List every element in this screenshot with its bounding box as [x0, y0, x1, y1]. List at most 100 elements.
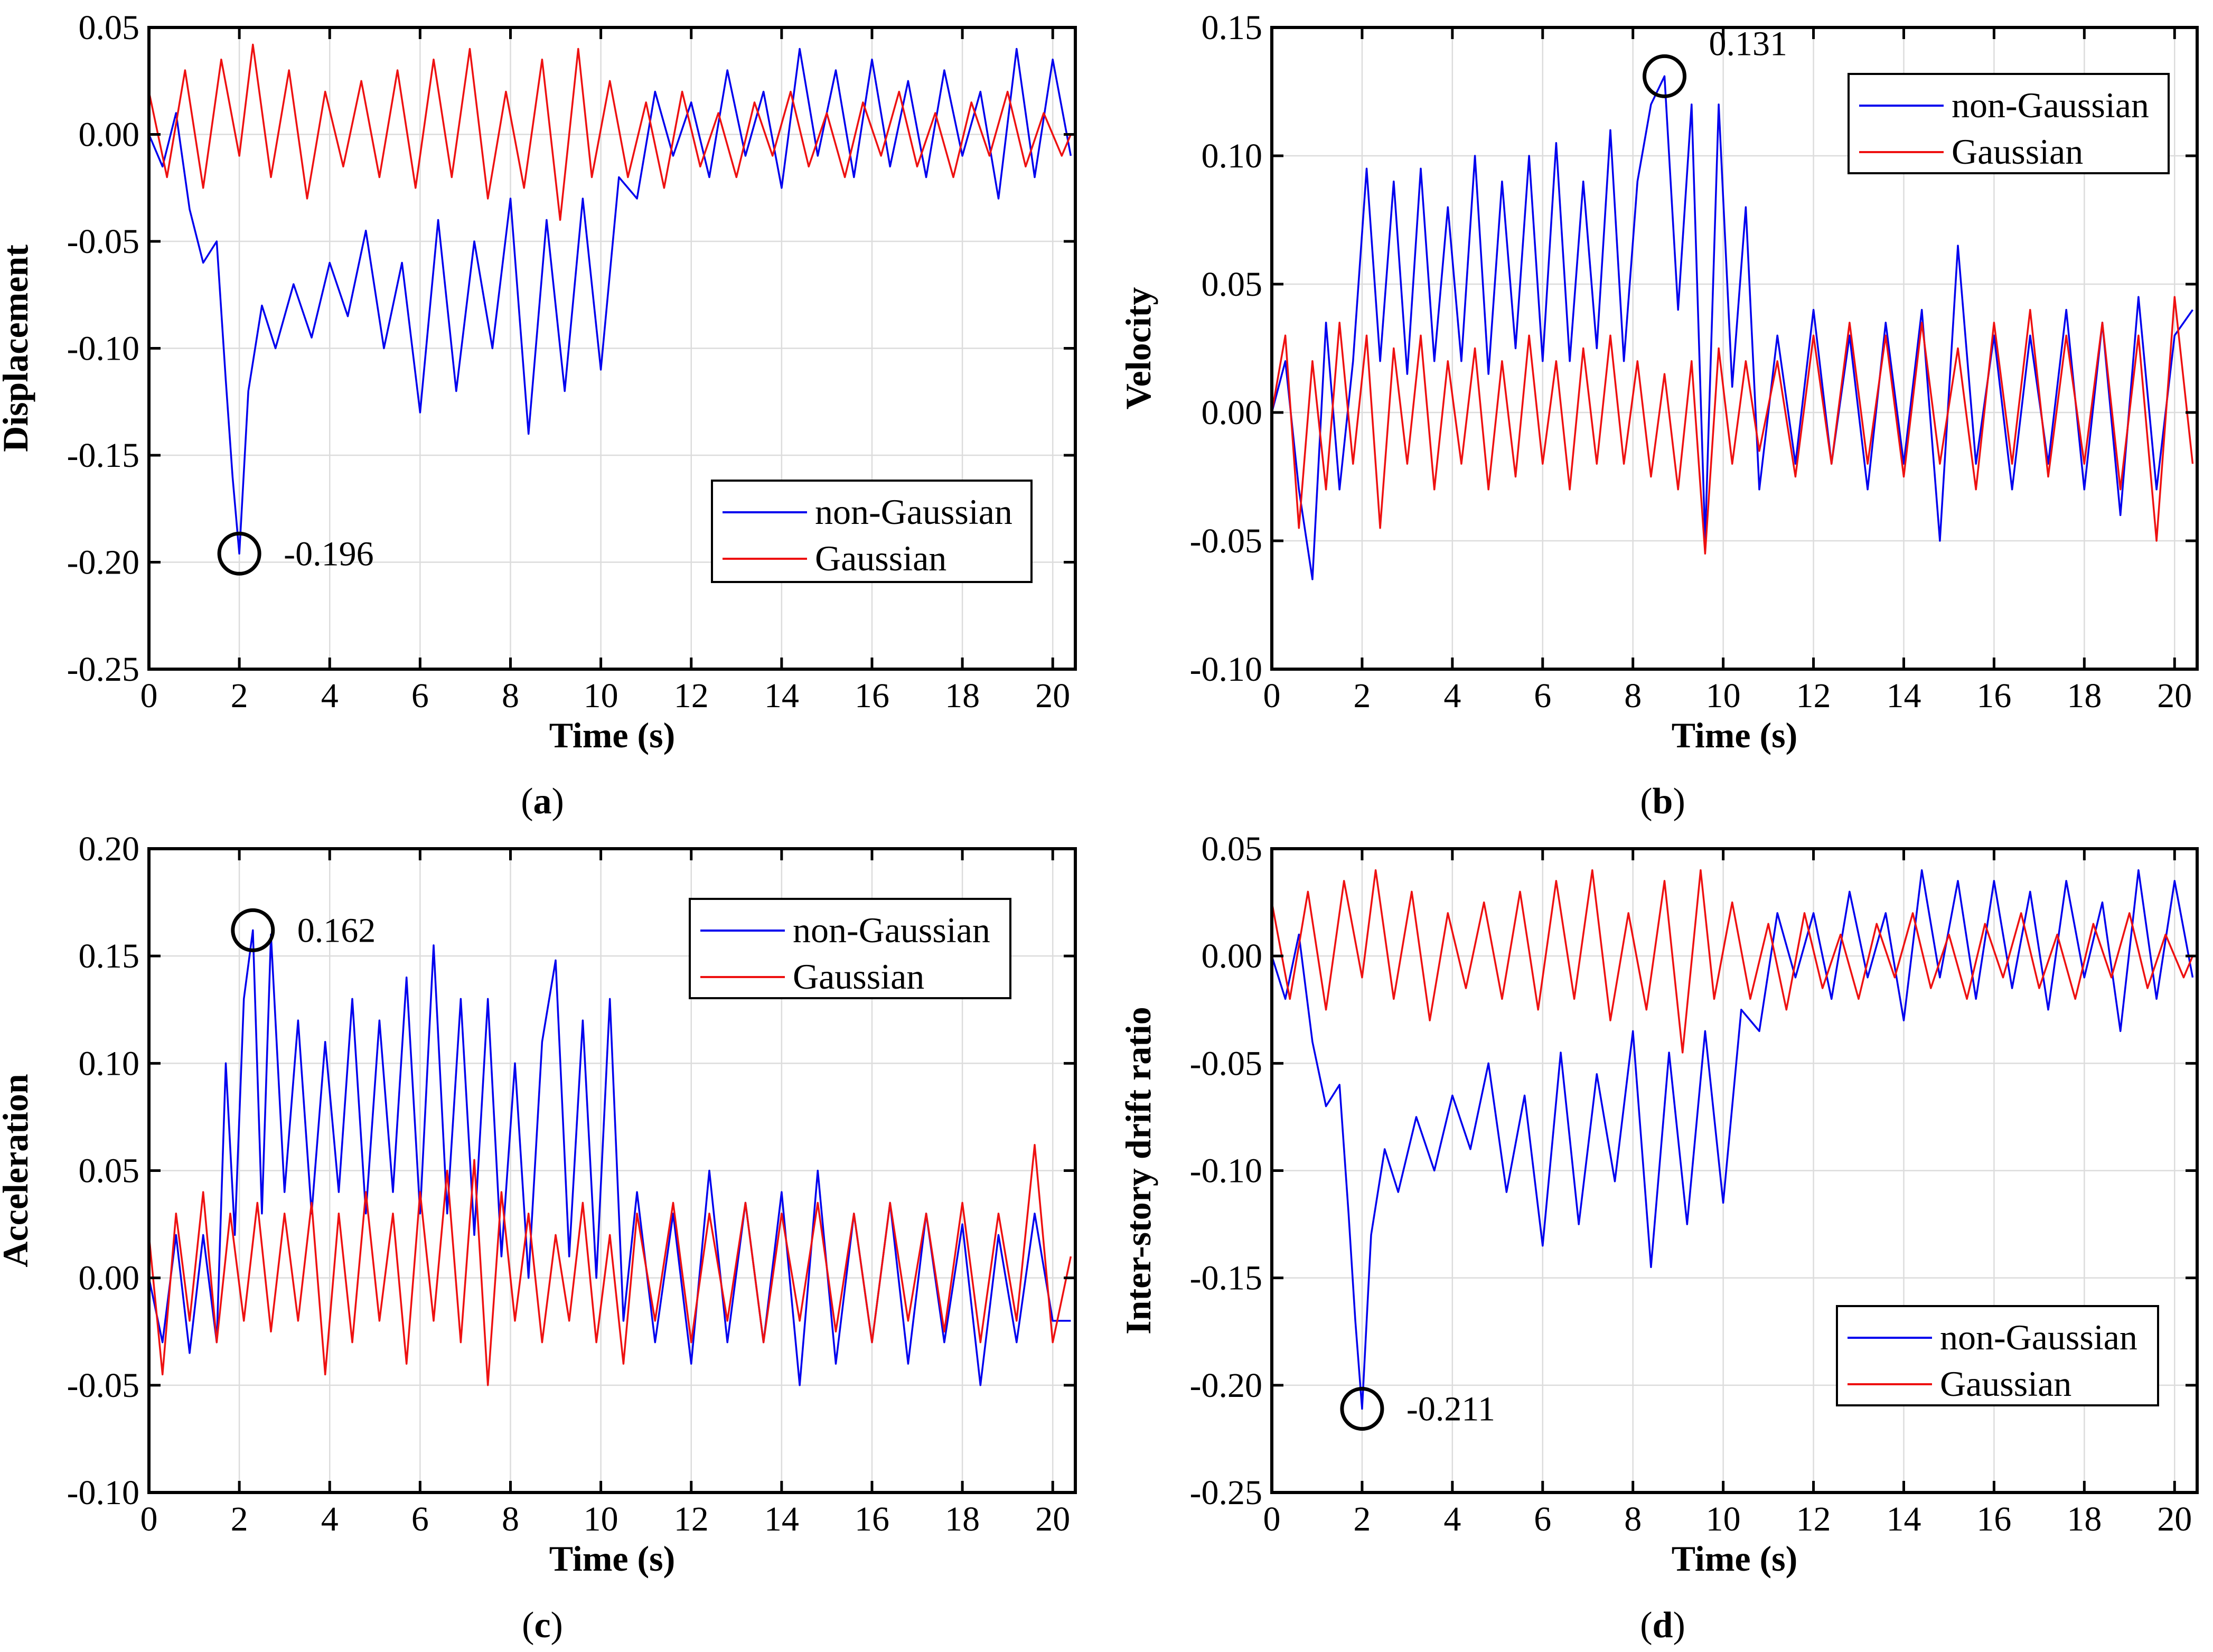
- y-tick-label: 0.15: [79, 937, 140, 975]
- y-tick-label: 0.00: [1202, 393, 1263, 432]
- x-axis-title: Time (s): [549, 715, 676, 755]
- panel-caption: (a): [521, 781, 564, 822]
- y-tick-label: 0.00: [79, 116, 140, 154]
- y-tick-label: 0.15: [1202, 8, 1263, 47]
- legend-entry: non-Gaussian: [815, 492, 1012, 532]
- legend-box: [1848, 73, 2170, 174]
- series-line-gaussian: [1271, 869, 2194, 1054]
- panel-d: 0 2 4 6 8 10 12 14 16 18 20 -0.25 -0.20 -0.15 -0.10 -0.…: [1118, 830, 2199, 1646]
- x-tick-label: 20: [1035, 1500, 1070, 1538]
- y-axis-title: Velocity: [1118, 287, 1158, 410]
- x-tick-label: 10: [584, 677, 618, 715]
- y-tick-label: -0.25: [1190, 1473, 1262, 1512]
- x-tick-label: 10: [1706, 677, 1741, 715]
- series-line-gaussian: [1271, 296, 2194, 555]
- x-axis-title: Time (s): [1672, 1538, 1798, 1579]
- x-tick-label: 14: [764, 677, 799, 715]
- x-tick-label: 4: [1443, 1500, 1461, 1538]
- legend-box: [689, 898, 1011, 999]
- y-tick-label: 0.10: [79, 1044, 140, 1083]
- legend: non-Gaussian Gaussian: [1836, 1305, 2159, 1406]
- plot-frame: [1270, 26, 2199, 671]
- x-tick-label: 16: [855, 677, 889, 715]
- peak-annotation: -0.196: [284, 534, 373, 573]
- x-tick-label: 16: [1976, 677, 2011, 715]
- x-tick-label: 18: [2067, 677, 2102, 715]
- y-tick-label: -0.20: [1190, 1366, 1262, 1405]
- y-tick-label: 0.05: [79, 1152, 140, 1190]
- panel-caption: (c): [522, 1605, 563, 1646]
- legend: non-Gaussian Gaussian: [1848, 73, 2170, 174]
- series-line-non-gaussian: [1271, 869, 2194, 1410]
- x-tick-label: 0: [1263, 677, 1281, 715]
- x-tick-label: 2: [231, 677, 248, 715]
- x-tick-label: 12: [674, 1500, 709, 1538]
- x-tick-label: 20: [2157, 1500, 2192, 1538]
- x-tick-label: 8: [1624, 677, 1642, 715]
- y-tick-label: -0.15: [67, 436, 139, 475]
- legend-box: [1836, 1305, 2159, 1406]
- y-axis-title: Inter-story drift ratio: [1118, 1007, 1158, 1335]
- x-tick-label: 18: [2067, 1500, 2102, 1538]
- x-tick-label: 4: [321, 677, 339, 715]
- legend-entry: non-Gaussian: [793, 910, 990, 950]
- x-tick-label: 8: [1624, 1500, 1642, 1538]
- y-axis-title: Acceleration: [0, 1074, 35, 1267]
- x-tick-label: 14: [1886, 1500, 1921, 1538]
- peak-marker-circle: [231, 908, 275, 952]
- panel-caption: (d): [1640, 1605, 1685, 1646]
- series-line-non-gaussian: [1271, 75, 2193, 580]
- x-tick-label: 2: [231, 1500, 248, 1538]
- x-tick-label: 14: [1886, 677, 1921, 715]
- y-tick-label: -0.25: [67, 650, 139, 689]
- x-axis-title: Time (s): [549, 1538, 676, 1579]
- x-tick-label: 12: [1796, 1500, 1831, 1538]
- legend-entry: Gaussian: [1952, 132, 2083, 172]
- y-tick-label: -0.20: [67, 543, 139, 582]
- y-tick-label: 0.00: [1202, 937, 1263, 975]
- legend: non-Gaussian Gaussian: [689, 898, 1011, 999]
- y-tick-label: -0.05: [67, 1366, 139, 1405]
- peak-annotation: 0.162: [297, 911, 376, 950]
- y-tick-label: 0.05: [1202, 265, 1263, 304]
- x-tick-label: 8: [502, 1500, 519, 1538]
- y-tick-label: -0.10: [67, 1473, 139, 1512]
- x-tick-label: 0: [140, 1500, 158, 1538]
- legend-entry: non-Gaussian: [1940, 1317, 2137, 1357]
- x-tick-label: 6: [1534, 1500, 1551, 1538]
- peak-marker-circle: [1340, 1387, 1384, 1431]
- y-tick-label: 0.10: [1202, 137, 1263, 175]
- legend-entry: Gaussian: [815, 538, 946, 578]
- x-tick-label: 16: [1976, 1500, 2011, 1538]
- y-tick-label: -0.10: [1190, 1152, 1262, 1190]
- series-line-non-gaussian: [148, 48, 1072, 555]
- y-tick-label: -0.10: [1190, 650, 1262, 689]
- x-tick-label: 10: [1706, 1500, 1741, 1538]
- x-tick-label: 16: [855, 1500, 889, 1538]
- x-tick-label: 4: [321, 1500, 339, 1538]
- y-tick-label: -0.05: [1190, 522, 1262, 560]
- x-tick-label: 18: [945, 677, 980, 715]
- x-tick-label: 10: [584, 1500, 618, 1538]
- x-tick-label: 6: [1534, 677, 1551, 715]
- panel-c: 0 2 4 6 8 10 12 14 16 18 20 -0.10 -0.05 0.00 0.05 0.10 0…: [0, 830, 1077, 1646]
- legend-entry: Gaussian: [1940, 1364, 2071, 1404]
- y-tick-label: -0.05: [67, 222, 139, 261]
- y-tick-label: -0.05: [1190, 1044, 1262, 1083]
- panel-a: 0 2 4 6 8 10 12 14 16 18 20 -0.25 -0.20 -0.15 -0.10 -0.…: [0, 8, 1077, 822]
- panel-b: 0 2 4 6 8 10 12 14 16 18 20 -0.10 -0.05 0.00 0.05 0.10 0…: [1118, 8, 2199, 822]
- x-axis-title: Time (s): [1672, 715, 1798, 755]
- x-tick-label: 2: [1353, 677, 1371, 715]
- series-line-gaussian: [148, 1143, 1072, 1386]
- x-tick-label: 6: [411, 1500, 429, 1538]
- peak-annotation: 0.131: [1709, 24, 1788, 63]
- y-tick-label: 0.05: [79, 8, 140, 47]
- legend-entry: Gaussian: [793, 956, 924, 997]
- y-tick-label: 0.05: [1202, 830, 1263, 868]
- x-tick-label: 12: [1796, 677, 1831, 715]
- x-tick-label: 0: [140, 677, 158, 715]
- x-tick-label: 0: [1263, 1500, 1281, 1538]
- legend: non-Gaussian Gaussian: [711, 480, 1033, 583]
- panel-caption: (b): [1640, 781, 1685, 822]
